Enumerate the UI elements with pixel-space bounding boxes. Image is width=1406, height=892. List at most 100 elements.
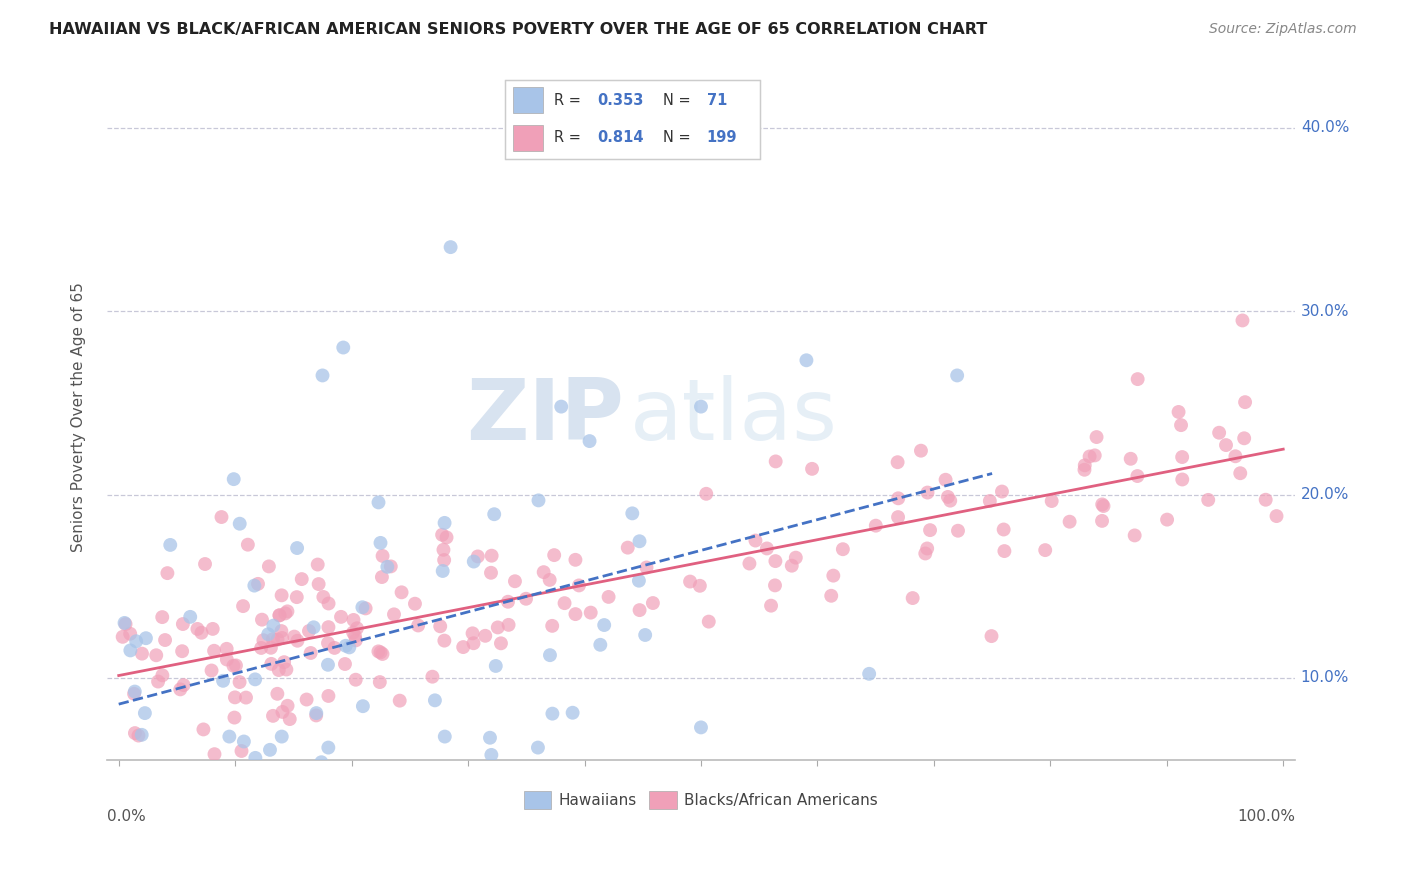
Point <box>820 589 842 603</box>
Point <box>1156 513 1178 527</box>
Point <box>135 631 157 645</box>
Point <box>245 839 267 854</box>
Point <box>222 472 245 486</box>
Point <box>163 760 186 774</box>
Point <box>901 591 924 605</box>
Point <box>1229 467 1251 481</box>
Point <box>308 577 330 591</box>
Point <box>344 633 367 648</box>
Point <box>433 553 456 567</box>
Point <box>342 625 364 640</box>
Point <box>1033 543 1056 558</box>
Point <box>382 607 405 622</box>
Point <box>342 613 364 627</box>
Point <box>785 550 807 565</box>
Point <box>474 629 496 643</box>
Point <box>1234 395 1257 409</box>
Point <box>120 643 142 657</box>
Point <box>330 610 353 624</box>
Point <box>1232 313 1254 327</box>
Point <box>277 698 299 713</box>
Point <box>429 619 451 633</box>
Point <box>312 590 335 604</box>
Point <box>690 400 713 414</box>
Point <box>915 541 938 556</box>
Point <box>1254 492 1277 507</box>
Point <box>224 690 246 705</box>
Point <box>337 640 360 655</box>
Point <box>120 626 142 640</box>
Point <box>194 557 217 571</box>
Text: 10.0%: 10.0% <box>1301 671 1350 685</box>
Point <box>346 621 368 635</box>
Point <box>858 666 880 681</box>
Point <box>579 606 602 620</box>
Point <box>150 610 173 624</box>
Point <box>628 603 651 617</box>
Point <box>368 847 391 861</box>
Point <box>918 523 941 537</box>
Point <box>371 647 394 661</box>
Point <box>114 617 136 632</box>
Point <box>270 624 292 638</box>
Point <box>368 675 391 690</box>
Point <box>578 434 600 449</box>
Point <box>796 353 818 368</box>
Text: 0.0%: 0.0% <box>107 808 146 823</box>
Point <box>478 731 501 745</box>
Point <box>1208 425 1230 440</box>
Point <box>242 822 264 836</box>
Point <box>270 730 292 744</box>
Point <box>991 484 1014 499</box>
Point <box>1119 451 1142 466</box>
Point <box>367 644 389 658</box>
Point <box>917 485 939 500</box>
Point <box>318 597 340 611</box>
Point <box>231 744 253 758</box>
Point <box>887 510 910 524</box>
Point <box>461 626 484 640</box>
Point <box>276 604 298 618</box>
Point <box>283 630 305 644</box>
Point <box>200 664 222 678</box>
Point <box>515 591 537 606</box>
Point <box>422 670 444 684</box>
Point <box>179 610 201 624</box>
Point <box>498 618 520 632</box>
Point <box>262 632 284 647</box>
Point <box>262 709 284 723</box>
Point <box>1126 469 1149 483</box>
Point <box>211 510 233 524</box>
Point <box>391 585 413 599</box>
Point <box>1126 372 1149 386</box>
Point <box>335 639 357 653</box>
Point <box>243 673 266 687</box>
Point <box>222 658 245 673</box>
Point <box>801 462 824 476</box>
Point <box>287 633 309 648</box>
Point <box>433 516 456 530</box>
Point <box>273 655 295 669</box>
Legend: Hawaiians, Blacks/African Americans: Hawaiians, Blacks/African Americans <box>517 785 884 814</box>
Point <box>616 541 638 555</box>
Point <box>127 729 149 743</box>
Point <box>285 590 308 604</box>
Point <box>302 620 325 634</box>
Point <box>274 607 297 621</box>
Point <box>554 596 576 610</box>
Point <box>114 615 136 630</box>
Point <box>503 574 526 589</box>
Point <box>311 368 333 383</box>
Point <box>1225 450 1247 464</box>
Point <box>936 490 959 504</box>
Point <box>270 588 292 602</box>
Point <box>235 690 257 705</box>
Point <box>266 632 288 647</box>
Point <box>204 747 226 761</box>
Point <box>202 644 225 658</box>
Point <box>1265 509 1288 524</box>
Point <box>228 675 250 690</box>
Point <box>145 648 167 663</box>
Point <box>489 636 512 650</box>
Point <box>316 636 339 650</box>
